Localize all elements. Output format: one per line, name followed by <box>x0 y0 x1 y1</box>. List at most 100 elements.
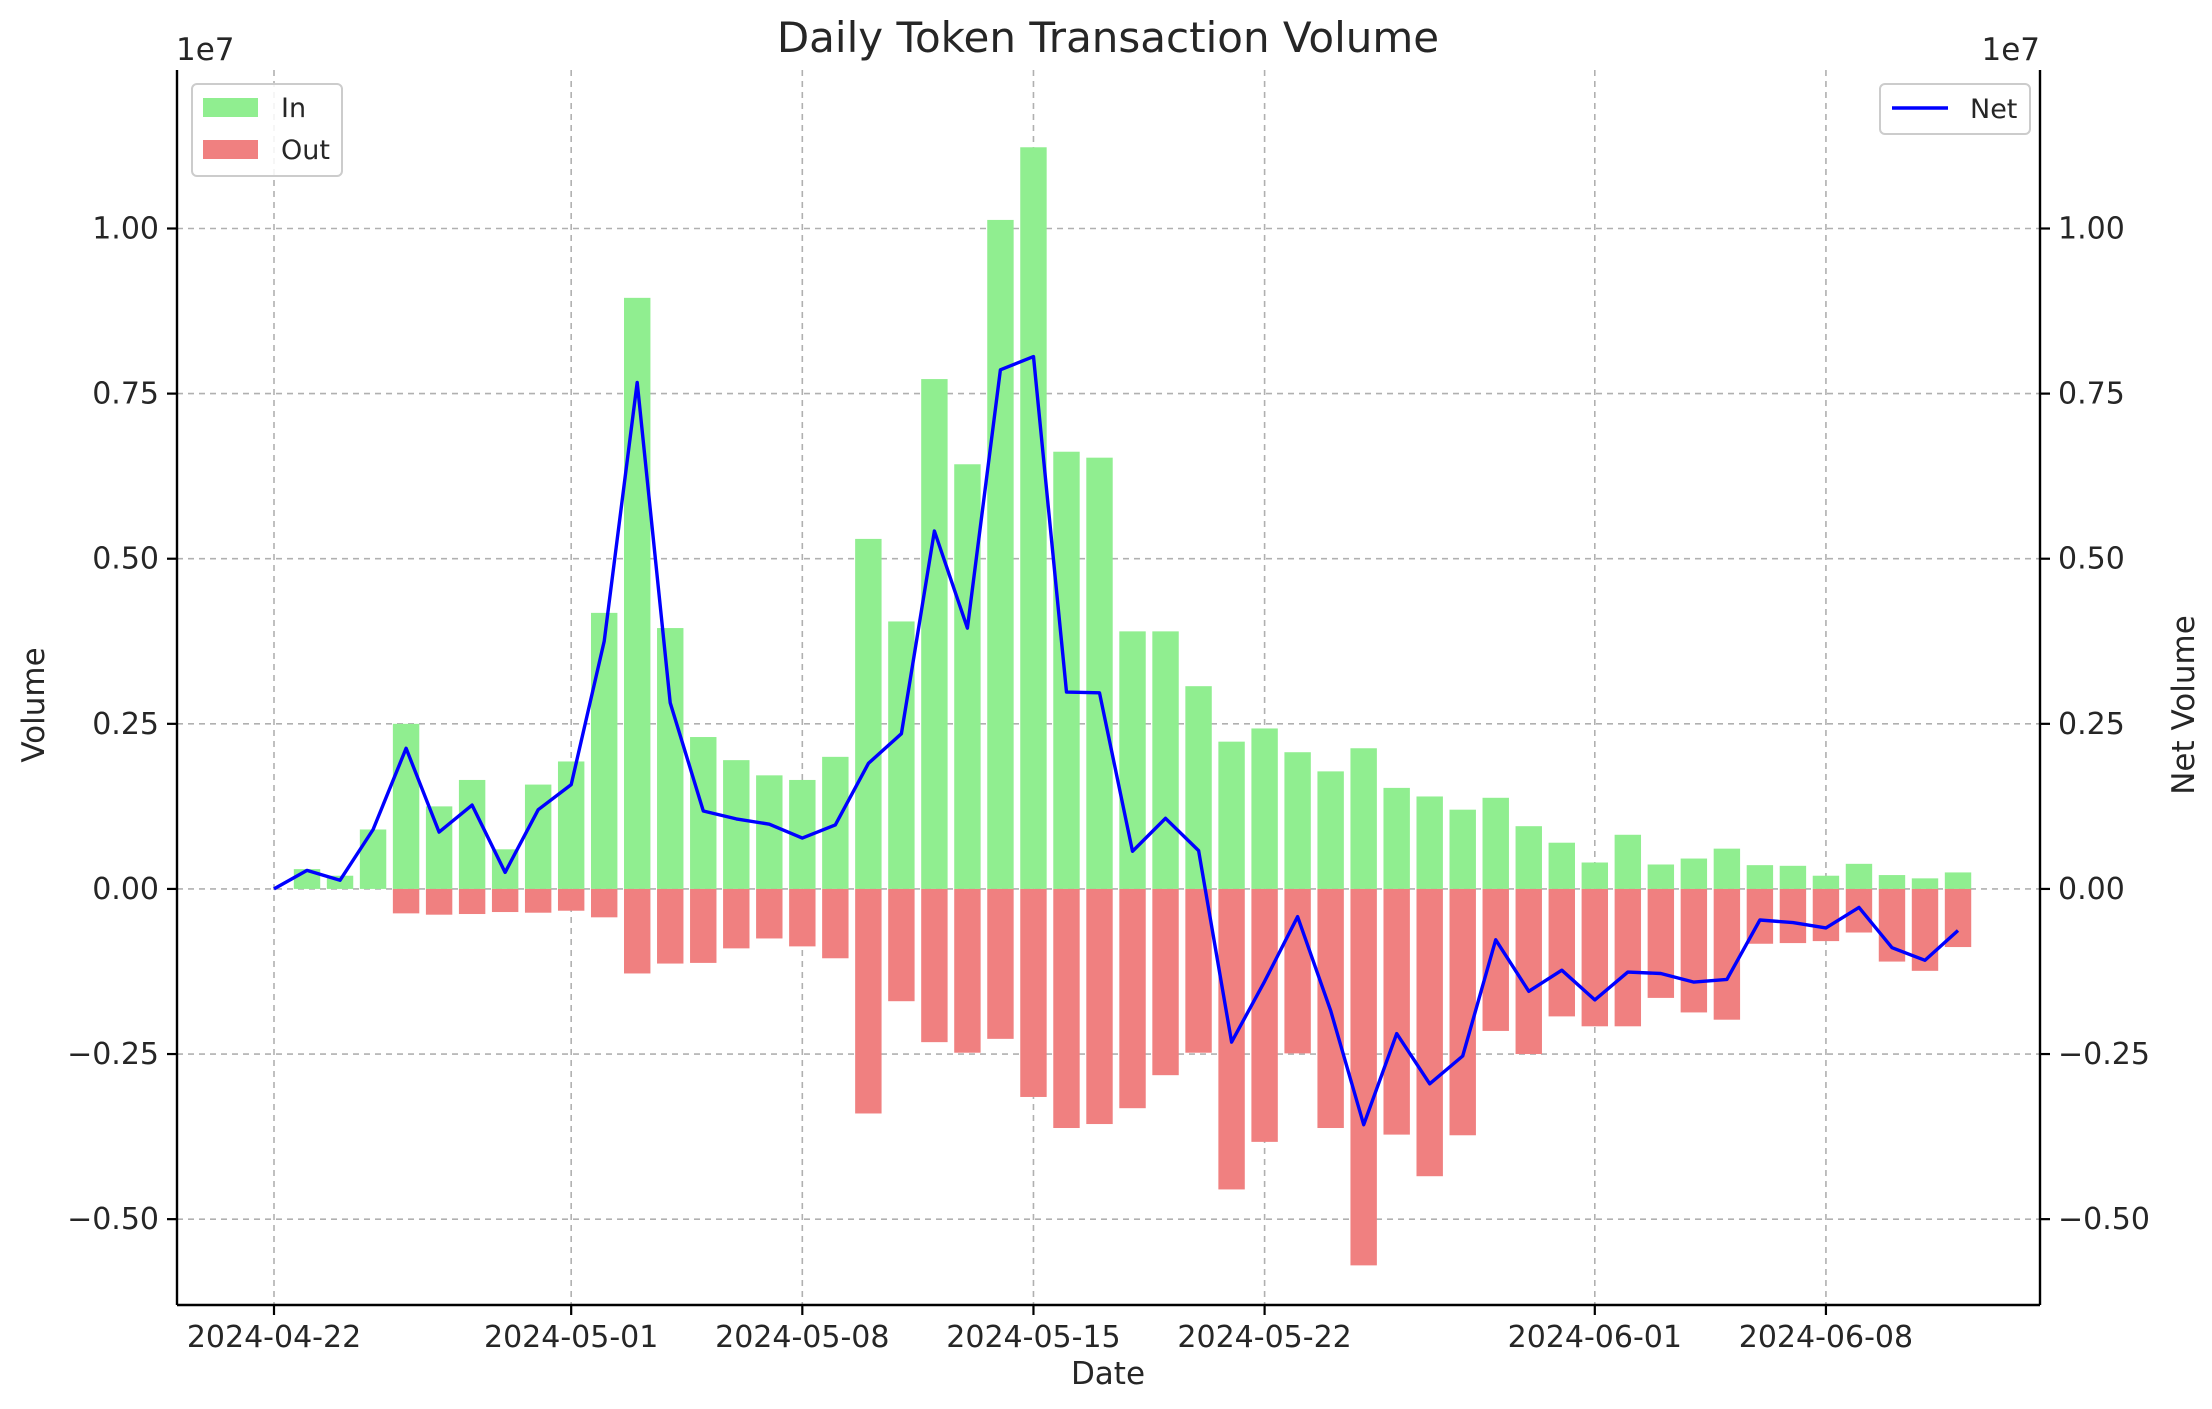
bar-in <box>855 538 882 889</box>
bar-in <box>1812 875 1840 889</box>
bar-out <box>1449 888 1476 1136</box>
y-tick-label: 0.25 <box>92 707 159 742</box>
bar-out <box>1053 888 1080 1129</box>
grid <box>177 70 2040 1305</box>
y2-tick-label: −0.25 <box>2058 1037 2150 1072</box>
bar-in <box>1086 457 1113 889</box>
bar-out <box>392 888 420 914</box>
x-tick-label: 2024-05-08 <box>715 1320 889 1355</box>
bar-out <box>789 888 816 947</box>
y-tick-label: 0.50 <box>92 542 159 577</box>
bar-out <box>1845 888 1873 933</box>
bar-out <box>1515 888 1542 1055</box>
bar-out <box>657 888 684 964</box>
y-axis-label: Volume <box>16 647 52 762</box>
bars-out-series <box>392 888 1972 1266</box>
legend-out-swatch <box>203 140 258 159</box>
bar-out <box>888 888 915 1002</box>
bar-in <box>425 806 453 889</box>
legend-in-swatch <box>203 98 258 117</box>
bar-in <box>1878 875 1906 889</box>
bar-in <box>1845 863 1873 889</box>
bar-in <box>590 612 618 889</box>
bar-out <box>723 888 750 949</box>
bar-in <box>987 219 1014 889</box>
bar-in <box>1020 147 1047 889</box>
bar-in <box>359 829 387 889</box>
bar-out <box>921 888 948 1043</box>
bar-in <box>1779 865 1807 889</box>
legend-right: Net <box>1879 83 2031 135</box>
bar-out <box>756 888 783 939</box>
x-axis-label: Date <box>1071 1356 1145 1392</box>
bar-in <box>723 760 750 889</box>
bar-in <box>1911 878 1939 889</box>
y-tick-label: 0.00 <box>92 872 159 907</box>
legend-right-frame <box>1879 83 2031 135</box>
right-scale-note: 1e7 <box>1981 32 2040 68</box>
bar-out <box>855 888 882 1114</box>
bar-out <box>557 888 585 911</box>
bar-out <box>1713 888 1741 1020</box>
left-scale-note: 1e7 <box>176 32 235 68</box>
y2-axis-label: Net Volume <box>2166 615 2202 795</box>
bar-in <box>1647 864 1675 889</box>
x-tick-label: 2024-06-08 <box>1739 1320 1913 1355</box>
bar-in <box>921 379 948 889</box>
bar-out <box>987 888 1014 1039</box>
bar-out <box>1779 888 1807 944</box>
y-tick-label: 1.00 <box>92 212 159 247</box>
bar-out <box>1284 888 1311 1054</box>
bar-out <box>491 888 519 913</box>
x-tick-label: 2024-05-15 <box>946 1320 1120 1355</box>
chart-title: Daily Token Transaction Volume <box>777 13 1439 62</box>
bar-in <box>888 621 915 889</box>
bar-in <box>756 775 783 889</box>
bar-out <box>1350 888 1377 1266</box>
y2-tick-label: 0.50 <box>2058 542 2125 577</box>
bar-in <box>1515 826 1542 889</box>
y-tick-label: 0.75 <box>92 377 159 412</box>
x-tick-label: 2024-05-22 <box>1177 1320 1351 1355</box>
bar-in <box>954 464 981 889</box>
tick-labels: −0.50 −0.50 −0.25 −0.25 0.00 0.00 0.25 0.25 0.50… <box>67 212 2150 1355</box>
y2-tick-label: 0.00 <box>2058 872 2125 907</box>
bar-out <box>1086 888 1113 1125</box>
bar-out <box>1152 888 1179 1076</box>
y2-tick-label: 1.00 <box>2058 212 2125 247</box>
net-line <box>273 354 1960 1127</box>
bar-out <box>1185 888 1212 1053</box>
legend-net-label: Net <box>1970 94 2017 125</box>
bar-in <box>1680 858 1708 889</box>
legend-out-label: Out <box>281 135 330 166</box>
axes <box>167 70 2050 1315</box>
bar-in <box>657 628 684 889</box>
bar-in <box>1152 631 1179 889</box>
x-tick-label: 2024-06-01 <box>1508 1320 1682 1355</box>
bar-out <box>1548 888 1575 1017</box>
bar-in <box>1713 848 1741 889</box>
bar-out <box>1647 888 1675 998</box>
bar-out <box>1680 888 1708 1013</box>
y2-tick-label: 0.75 <box>2058 377 2125 412</box>
bar-in <box>524 784 552 889</box>
bar-out <box>1020 888 1047 1097</box>
bar-out <box>1581 888 1609 1027</box>
bar-out <box>1251 888 1278 1142</box>
bar-in <box>458 779 486 889</box>
bar-in <box>1053 451 1080 889</box>
bar-in <box>1944 872 1972 889</box>
bar-out <box>954 888 981 1053</box>
bar-out <box>1614 888 1642 1027</box>
bar-in <box>1449 809 1476 889</box>
bar-in <box>1548 842 1575 889</box>
legend-in-label: In <box>281 93 306 124</box>
bar-out <box>1416 888 1443 1177</box>
legend-left: In Out <box>191 83 343 177</box>
x-tick-label: 2024-04-22 <box>187 1320 361 1355</box>
y-tick-label: −0.25 <box>67 1037 159 1072</box>
bar-in <box>1614 834 1642 889</box>
bar-in <box>1383 787 1410 889</box>
bar-out <box>822 888 849 959</box>
